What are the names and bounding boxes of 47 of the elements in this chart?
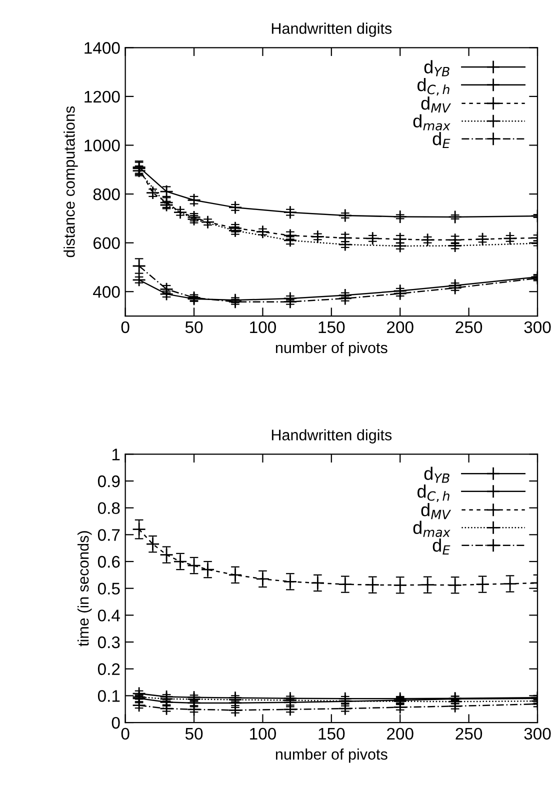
x-tick-label: 50: [185, 728, 203, 740]
y-tick-label: 1000: [84, 140, 120, 152]
x-tick-label: 0: [121, 728, 130, 740]
chart-title: Handwritten digits: [272, 22, 392, 37]
legend-label: d$_{max}$: [413, 520, 450, 538]
y-tick-label: 600: [94, 237, 120, 250]
y-tick-label: 0.9: [98, 475, 120, 488]
x-tick-label: 300: [524, 728, 551, 740]
y-tick-label: 0.7: [98, 529, 120, 541]
y-tick-label: 0.8: [98, 502, 120, 514]
x-tick-label: 250: [456, 321, 482, 334]
y-tick-label: 0.6: [98, 556, 120, 568]
x-tick-label: 200: [387, 321, 414, 334]
x-axis-title: number of pivots: [276, 748, 388, 763]
legend-label: d$_{C,h}$: [417, 484, 450, 502]
y-tick-label: 0: [112, 716, 120, 729]
chart-title: Handwritten digits: [272, 429, 392, 444]
legend-label: d$_{MV}$: [421, 96, 452, 113]
legend-label: d$_{E}$: [432, 132, 450, 148]
legend-label: d$_{YB}$: [424, 466, 450, 483]
y-tick-label: 0.2: [98, 663, 120, 676]
x-tick-label: 200: [387, 728, 414, 740]
x-tick-label: 150: [318, 321, 345, 334]
y-tick-label: 0.5: [98, 582, 120, 595]
legend-label: d$_{max}$: [413, 114, 450, 130]
x-tick-label: 300: [524, 321, 551, 334]
x-tick-label: 250: [456, 728, 482, 740]
y-tick-label: 1400: [84, 42, 120, 54]
y-axis-title: distance computations: [64, 106, 78, 258]
y-tick-label: 400: [93, 286, 120, 298]
y-tick-label: 0.3: [98, 636, 120, 648]
x-tick-label: 150: [318, 728, 345, 740]
y-tick-label: 0.4: [98, 610, 120, 622]
legend-label: d$_{E}$: [432, 538, 450, 555]
legend-label: d$_{MV}$: [421, 503, 452, 520]
x-tick-label: 0: [121, 321, 130, 334]
x-axis-title: number of pivots: [276, 342, 388, 356]
legend-label: d$_{YB}$: [424, 60, 450, 76]
legend-label: d$_{C,h}$: [417, 78, 450, 96]
y-tick-label: 800: [93, 188, 120, 200]
x-tick-label: 50: [185, 321, 203, 334]
y-axis-title: time (in seconds): [78, 531, 92, 646]
x-tick-label: 100: [250, 728, 276, 740]
y-tick-label: 1200: [84, 90, 120, 103]
y-tick-label: 1: [112, 448, 120, 460]
x-tick-label: 100: [250, 321, 276, 334]
y-tick-label: 0.1: [98, 690, 120, 702]
